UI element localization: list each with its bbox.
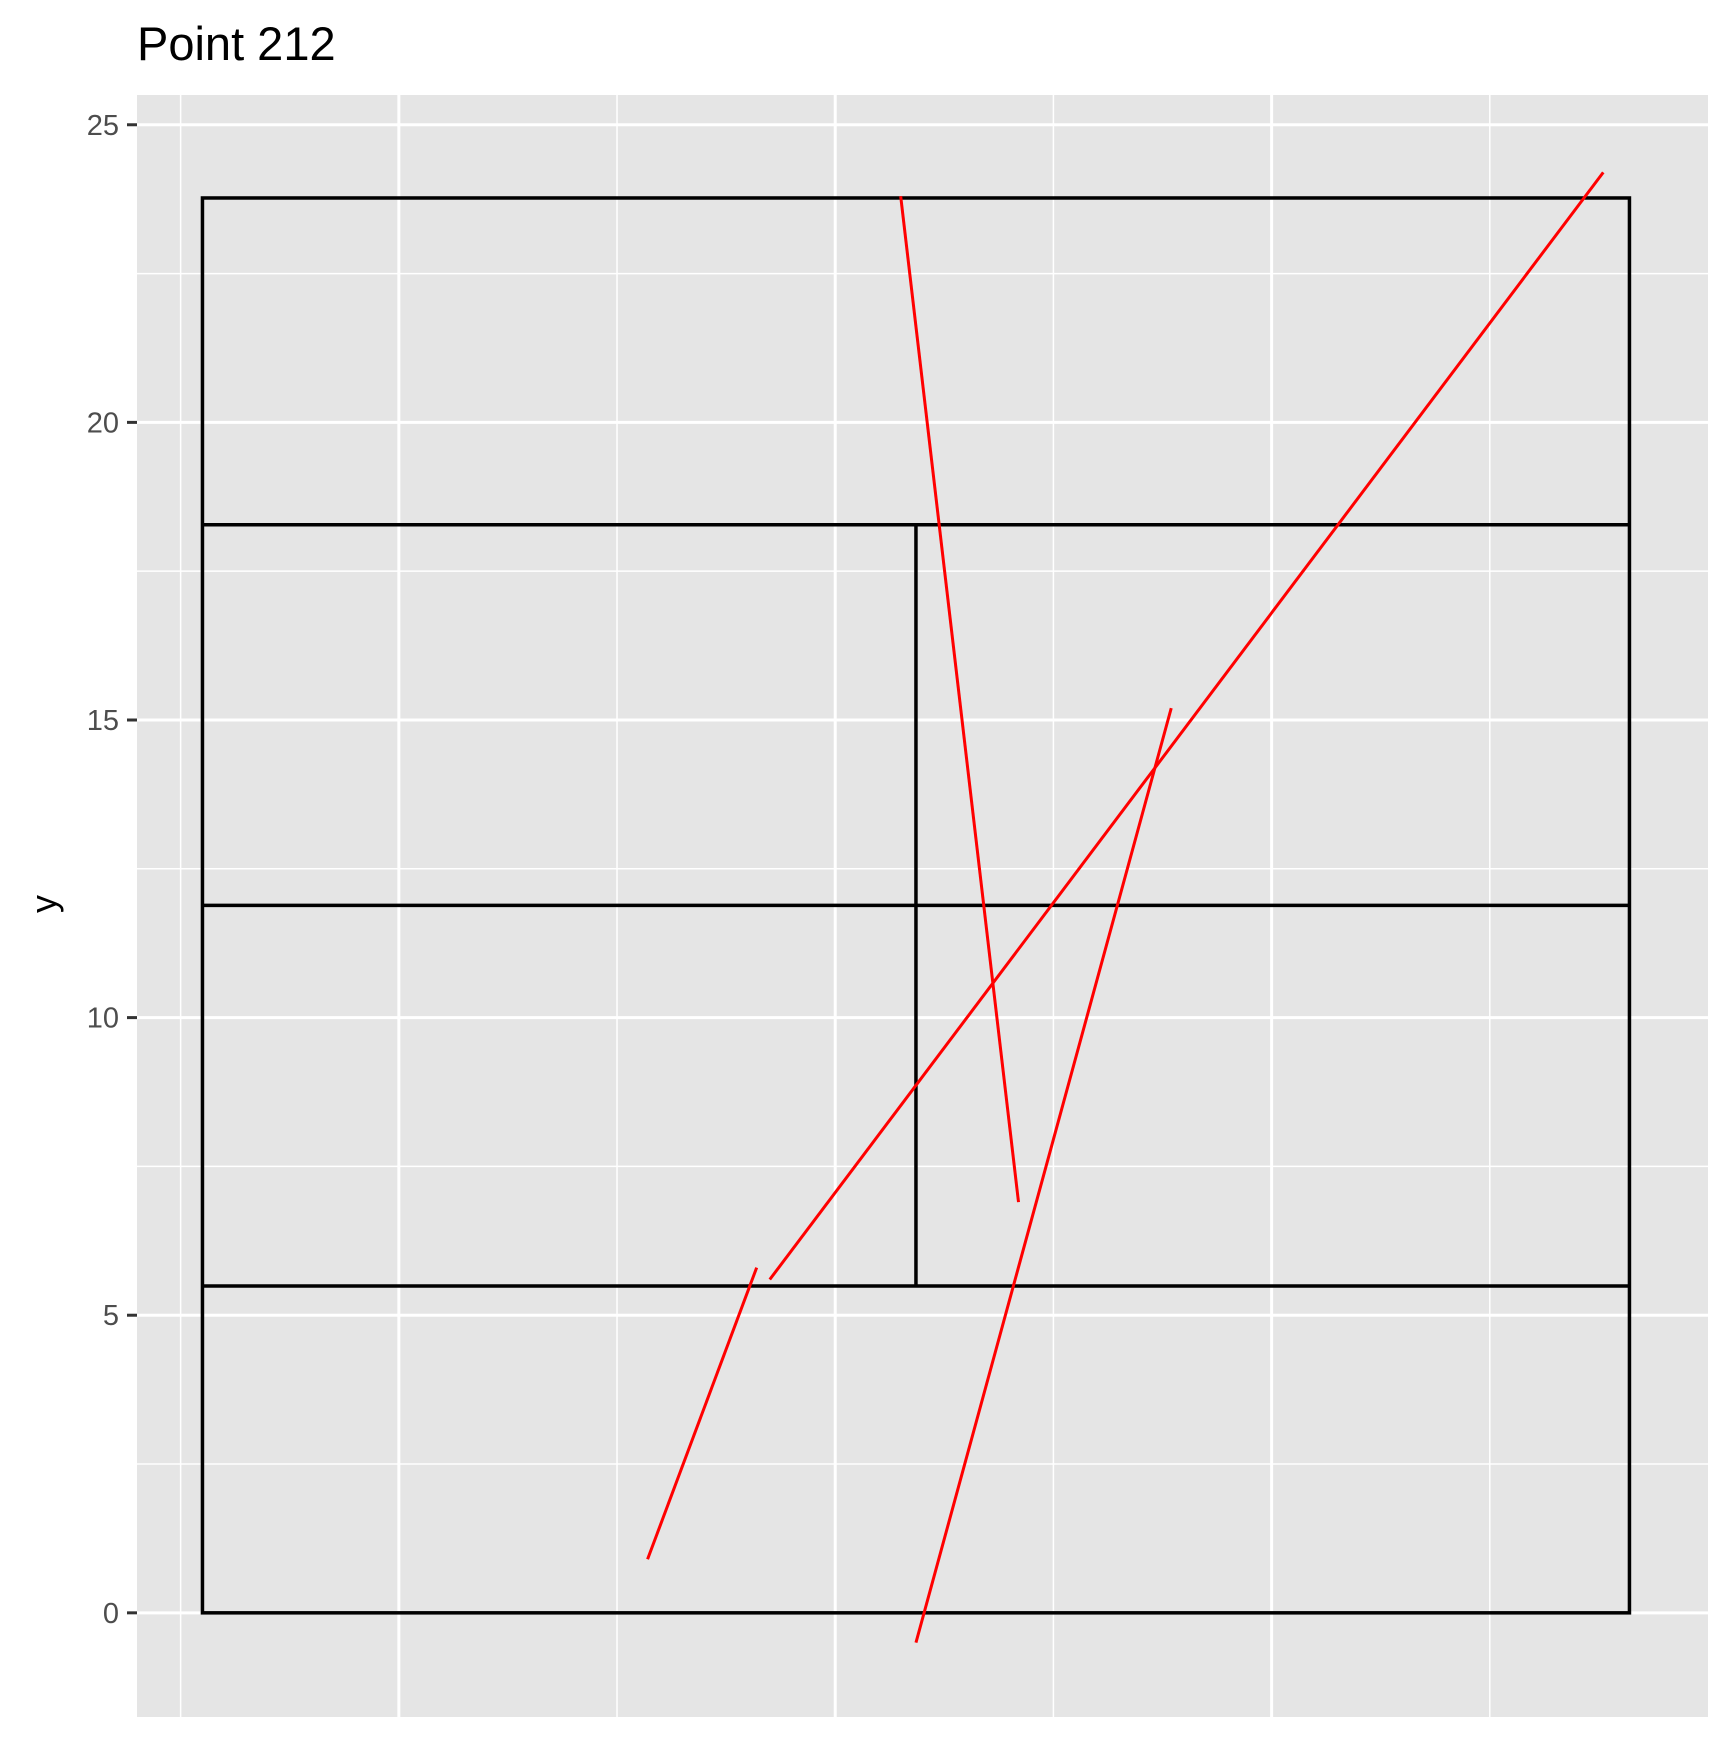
y-axis: 0 5 10 15 20 25 xyxy=(87,110,137,1630)
y-axis-title: y xyxy=(23,895,64,913)
series-line xyxy=(899,196,1020,1203)
y-tick-label: 0 xyxy=(103,1598,119,1630)
series-line xyxy=(768,171,1605,1281)
chart-title: Point 212 xyxy=(137,17,336,70)
y-tick-label: 5 xyxy=(103,1300,119,1332)
court-lines xyxy=(200,196,1632,1615)
y-tick-label: 15 xyxy=(87,705,119,737)
y-tick-label: 10 xyxy=(87,1003,119,1035)
series-line xyxy=(646,1267,759,1560)
y-tick-label: 25 xyxy=(87,110,119,142)
y-tick-label: 20 xyxy=(87,407,119,439)
trajectory-series xyxy=(646,171,1605,1643)
series-line xyxy=(914,707,1173,1643)
